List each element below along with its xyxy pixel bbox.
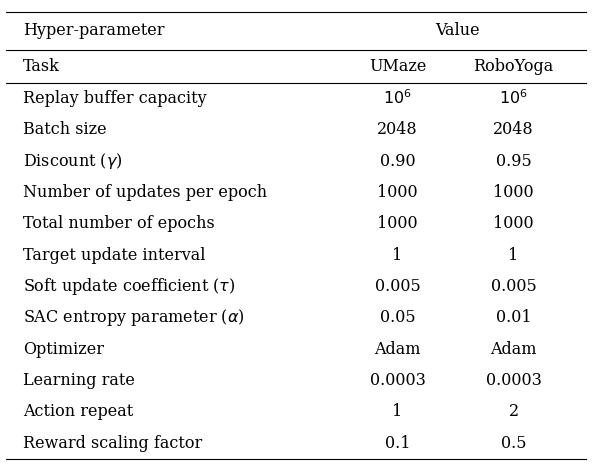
- Text: 2048: 2048: [493, 121, 534, 138]
- Text: 0.5: 0.5: [501, 435, 526, 452]
- Text: 1000: 1000: [377, 184, 418, 201]
- Text: Batch size: Batch size: [23, 121, 107, 138]
- Text: 1000: 1000: [493, 184, 534, 201]
- Text: Replay buffer capacity: Replay buffer capacity: [23, 90, 207, 107]
- Text: 1: 1: [392, 247, 403, 264]
- Text: 1000: 1000: [377, 215, 418, 232]
- Text: 0.0003: 0.0003: [485, 372, 542, 389]
- Text: $10^6$: $10^6$: [499, 89, 528, 108]
- Text: Number of updates per epoch: Number of updates per epoch: [23, 184, 268, 201]
- Text: Optimizer: Optimizer: [23, 341, 104, 358]
- Text: 0.0003: 0.0003: [369, 372, 426, 389]
- Text: SAC entropy parameter ($\alpha$): SAC entropy parameter ($\alpha$): [23, 307, 245, 329]
- Text: RoboYoga: RoboYoga: [474, 58, 554, 75]
- Text: 2: 2: [509, 404, 519, 421]
- Text: UMaze: UMaze: [369, 58, 426, 75]
- Text: 1000: 1000: [493, 215, 534, 232]
- Text: 1: 1: [392, 404, 403, 421]
- Text: $10^6$: $10^6$: [383, 89, 412, 108]
- Text: Discount ($\gamma$): Discount ($\gamma$): [23, 151, 123, 171]
- Text: Action repeat: Action repeat: [23, 404, 134, 421]
- Text: Learning rate: Learning rate: [23, 372, 135, 389]
- Text: 0.01: 0.01: [496, 310, 532, 327]
- Text: Total number of epochs: Total number of epochs: [23, 215, 215, 232]
- Text: 0.005: 0.005: [491, 278, 536, 295]
- Text: Soft update coefficient ($\tau$): Soft update coefficient ($\tau$): [23, 276, 236, 297]
- Text: Adam: Adam: [490, 341, 537, 358]
- Text: Adam: Adam: [374, 341, 421, 358]
- Text: 0.05: 0.05: [379, 310, 416, 327]
- Text: Hyper-parameter: Hyper-parameter: [23, 22, 165, 39]
- Text: Task: Task: [23, 58, 60, 75]
- Text: 0.95: 0.95: [496, 153, 532, 170]
- Text: 0.90: 0.90: [379, 153, 416, 170]
- Text: 1: 1: [509, 247, 519, 264]
- Text: Target update interval: Target update interval: [23, 247, 206, 264]
- Text: 0.005: 0.005: [375, 278, 420, 295]
- Text: Reward scaling factor: Reward scaling factor: [23, 435, 202, 452]
- Text: 2048: 2048: [377, 121, 418, 138]
- Text: 0.1: 0.1: [385, 435, 410, 452]
- Text: Value: Value: [435, 22, 480, 39]
